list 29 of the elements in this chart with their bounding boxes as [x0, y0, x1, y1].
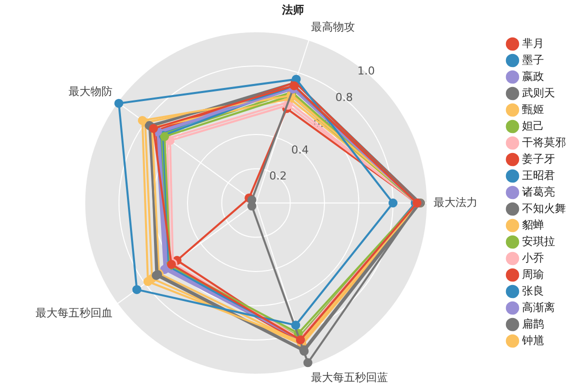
- spoke-label: 最大每五秒回蓝: [310, 371, 388, 384]
- legend-label: 姜子牙: [522, 152, 555, 166]
- legend-label: 王昭君: [522, 168, 555, 182]
- legend-label: 安琪拉: [522, 234, 555, 248]
- legend-label: 周瑜: [522, 268, 544, 281]
- spoke-label: 最高物攻: [310, 20, 355, 34]
- legend-label: 小乔: [522, 251, 544, 264]
- legend-label: 不知火舞: [522, 202, 566, 215]
- spoke-label: 最大法力: [433, 196, 478, 209]
- legend-label: 貂蝉: [522, 218, 544, 232]
- legend-label: 甄姬: [522, 102, 544, 116]
- legend-label: 张良: [522, 284, 544, 298]
- legend-label: 钟馗: [521, 334, 544, 347]
- legend-label: 嬴政: [522, 70, 544, 83]
- legend-label: 武则天: [522, 86, 555, 100]
- legend-label: 诸葛亮: [522, 185, 555, 198]
- legend-label: 墨子: [522, 53, 544, 66]
- y-tick-label: 1.0: [357, 64, 375, 78]
- legend-label: 妲己: [522, 119, 544, 132]
- chart-title: 法师: [281, 3, 304, 16]
- spoke-label: 最大每五秒回血: [36, 306, 113, 320]
- spoke-label: 最大物防: [68, 85, 113, 98]
- legend-label: 高渐离: [522, 300, 555, 314]
- y-tick-label: 0.4: [291, 143, 309, 156]
- legend-label: 芈月: [522, 36, 544, 50]
- legend-label: 干将莫邪: [522, 136, 566, 149]
- y-tick-label: 0.8: [335, 90, 353, 104]
- legend-label: 扁鹊: [522, 317, 544, 330]
- y-tick-label: 0.2: [269, 170, 287, 183]
